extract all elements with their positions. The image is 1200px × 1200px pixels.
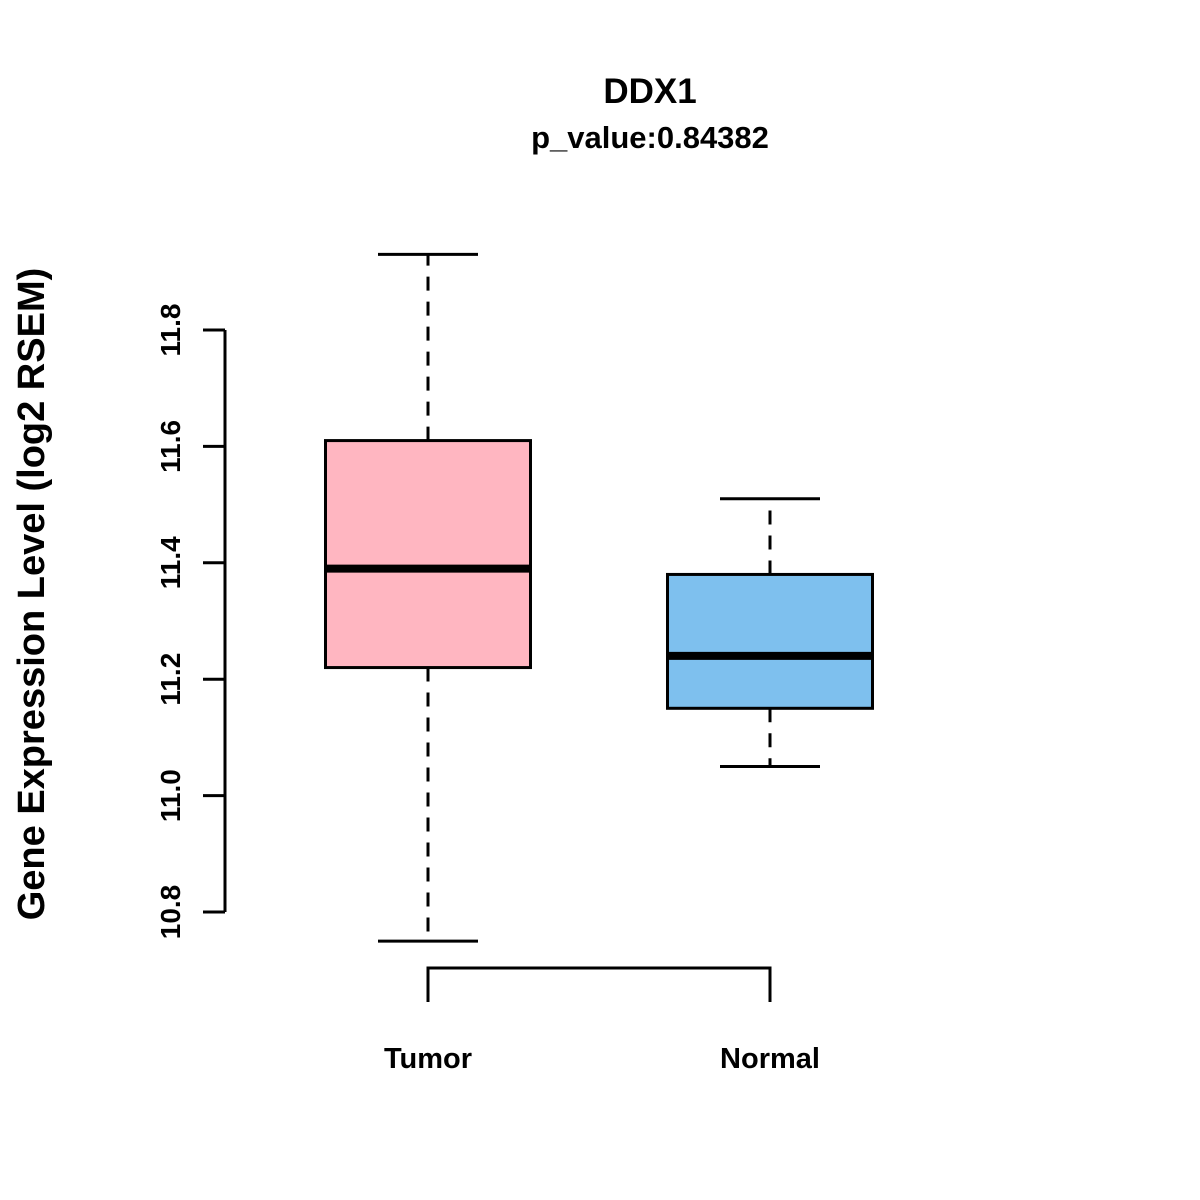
x-axis-bracket: [426, 966, 772, 1002]
x-category-label-normal: Normal: [720, 1043, 820, 1075]
chart-subtitle: p_value:0.84382: [531, 120, 769, 155]
y-tick-label: 10.8: [155, 885, 186, 940]
y-tick-label: 11.6: [155, 420, 186, 473]
y-tick-label: 11.2: [155, 653, 186, 706]
y-tick-label: 11.4: [155, 536, 186, 589]
y-tick-label: 11.8: [155, 304, 186, 357]
y-tick-label: 11.0: [155, 769, 186, 822]
box-normal: [666, 572, 874, 710]
chart-title: DDX1: [603, 72, 697, 111]
box-tumor: [324, 439, 532, 670]
x-category-label-tumor: Tumor: [384, 1043, 472, 1075]
